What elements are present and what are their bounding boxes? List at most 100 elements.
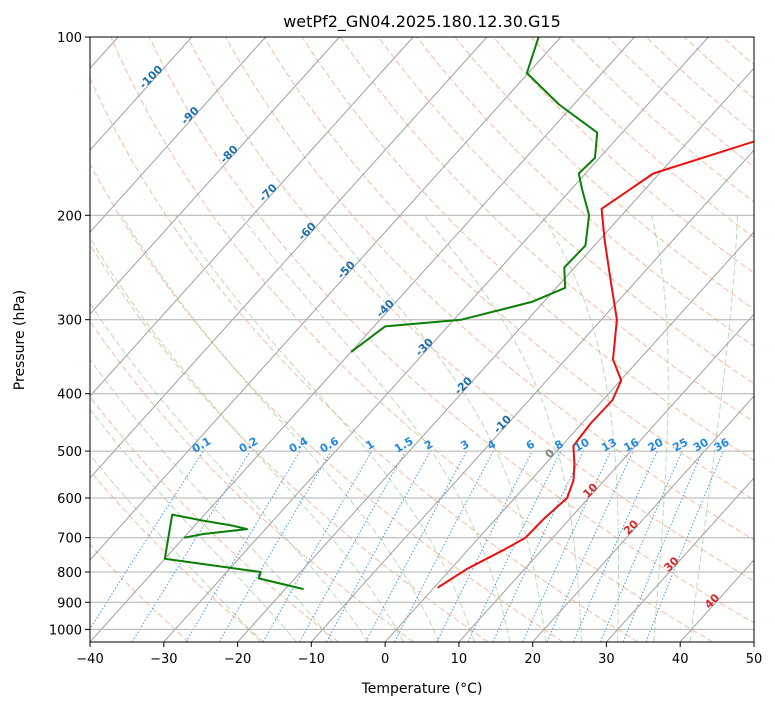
- isotherm-line: [163, 37, 709, 642]
- mixing-ratio-label: 0.1: [190, 435, 213, 456]
- dry-adiabat: [645, 37, 754, 134]
- mixing-ratio-line: [262, 450, 373, 642]
- isotherm-line: [310, 149, 754, 642]
- y-tick-label: 500: [57, 445, 82, 460]
- mixing-ratio-label: 10: [572, 435, 592, 454]
- dry-adiabat: [225, 37, 754, 541]
- isotherm-label: -90: [179, 104, 202, 127]
- isotherm-label: 20: [621, 517, 641, 537]
- dry-adiabat: [90, 543, 190, 642]
- x-tick-label: 50: [746, 652, 763, 667]
- dry-adiabat: [90, 470, 265, 642]
- plot-frame: [89, 36, 755, 643]
- mixing-ratio-line: [436, 450, 533, 642]
- dry-adiabat: [454, 37, 754, 311]
- dry-adiabat: [90, 243, 489, 642]
- mixing-ratio-line: [325, 450, 431, 642]
- mixing-ratio-label: 1: [363, 438, 376, 453]
- moist-adiabat: [689, 215, 738, 642]
- mixing-ratio-line: [600, 450, 683, 642]
- dry-adiabat: [378, 37, 754, 385]
- moist-adiabat: [322, 214, 547, 642]
- isotherm-label: 30: [662, 554, 682, 574]
- isotherm-label: -70: [257, 181, 280, 204]
- mixing-ratio-line: [131, 450, 251, 642]
- y-tick-label: 400: [57, 388, 82, 403]
- mixing-ratio-label: 0.4: [287, 434, 311, 455]
- mixing-ratio-line: [185, 450, 301, 642]
- mixing-ratio-label: 8: [552, 438, 565, 453]
- dry-adiabat: [90, 162, 564, 642]
- dewpoint-profile-line: [350, 37, 599, 353]
- chart-title: wetPf2_GN04.2025.180.12.30.G15: [283, 12, 561, 32]
- mixing-ratio-label: 1.5: [392, 435, 415, 456]
- mixing-ratio-label: 0.6: [318, 434, 342, 455]
- dry-adiabat: [90, 76, 639, 642]
- mixing-ratio-line: [365, 450, 468, 642]
- y-tick-label: 300: [57, 314, 82, 329]
- temperature-profile-line: [437, 140, 754, 589]
- y-axis-label: Pressure (hPa): [12, 290, 28, 390]
- moist-adiabat: [174, 215, 475, 642]
- mixing-ratio-line: [90, 450, 204, 630]
- dry-adiabat: [492, 37, 754, 274]
- x-tick-label: −10: [298, 652, 325, 667]
- isotherm-line: [90, 37, 562, 561]
- y-tick-label: 900: [57, 596, 82, 611]
- mixing-ratio-label: 30: [691, 435, 711, 454]
- series-layer: [163, 37, 754, 591]
- mixing-ratio-label: 25: [670, 436, 690, 455]
- mixing-ratio-line: [546, 450, 634, 642]
- moist-adiabat: [121, 215, 440, 642]
- dry-adiabat: [761, 37, 775, 642]
- mixing-ratio-line: [299, 450, 407, 642]
- y-tick-label: 800: [57, 566, 82, 581]
- isotherm-label: -30: [413, 335, 436, 358]
- isotherm-line: [237, 67, 754, 642]
- isotherm-line: [679, 559, 754, 642]
- x-axis-label: Temperature (°C): [361, 681, 483, 697]
- axis-layer: −40 −30 −20 −10 0 10 20 30 40 5010020030040050060…: [49, 31, 762, 667]
- isotherm-line: [458, 313, 754, 642]
- isotherm-label: -50: [335, 258, 358, 281]
- dry-adiabat: [683, 37, 754, 100]
- mixing-ratio-label: 16: [621, 435, 641, 454]
- x-tick-label: 30: [598, 652, 615, 667]
- isotherm-line: [90, 37, 266, 233]
- dry-adiabat: [148, 37, 754, 624]
- moist-adiabat: [90, 236, 405, 642]
- mixing-ratio-label: 4: [485, 437, 498, 452]
- dewpoint-profile-line: [163, 513, 304, 591]
- moist-adiabat: [423, 214, 582, 642]
- moist-adiabat: [90, 358, 333, 642]
- isotherm-label: -10: [491, 412, 514, 435]
- moist-adiabat: [90, 302, 369, 642]
- mixing-ratio-label: 20: [646, 435, 666, 454]
- isotherm-line: [384, 231, 754, 642]
- mixing-ratio-label: 2: [422, 438, 435, 453]
- dry-adiabat: [90, 395, 339, 642]
- dry-adiabat: [110, 37, 713, 642]
- x-tick-label: −30: [150, 652, 177, 667]
- mixing-ratio-label: 3: [458, 438, 471, 453]
- isotherm-line: [90, 37, 635, 642]
- moist-adiabat: [240, 215, 511, 642]
- mixing-ratio-line: [467, 450, 562, 642]
- dry-adiabat: [416, 37, 754, 347]
- dry-adiabat: [339, 37, 754, 423]
- grid-layer: [90, 37, 775, 642]
- isotherm-line: [90, 37, 488, 479]
- x-tick-label: 20: [524, 652, 541, 667]
- isotherm-label: -60: [296, 220, 319, 243]
- isotherm-line: [90, 37, 414, 397]
- dry-adiabat: [90, 320, 414, 642]
- mixing-ratio-line: [622, 450, 704, 642]
- y-tick-label: 700: [57, 532, 82, 547]
- isotherm-line: [606, 477, 754, 642]
- dry-adiabat: [531, 37, 754, 238]
- isotherm-line: [532, 395, 754, 642]
- y-tick-label: 200: [57, 209, 82, 224]
- y-tick-label: 100: [57, 31, 82, 46]
- y-tick-label: 600: [57, 492, 82, 507]
- x-tick-label: −40: [76, 652, 103, 667]
